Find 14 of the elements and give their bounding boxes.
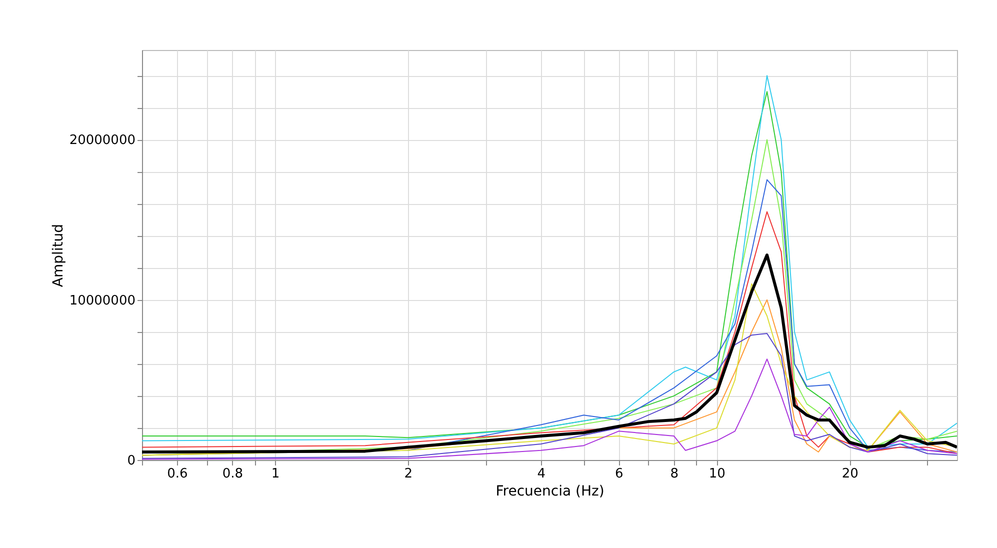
y-axis-title: Amplitud [50,224,66,288]
y-tick-label: 0 [127,454,136,468]
x-tick-label: 0.6 [167,466,188,482]
x-tick-label: 4 [537,466,546,482]
x-tick-label: 2 [404,466,413,482]
x-tick-label: 6 [615,466,624,482]
x-axis-title: Frecuencia (Hz) [496,484,604,500]
x-tick-label: 0.8 [222,466,244,482]
y-tick-label: 10000000 [69,293,136,308]
x-tick-label: 1 [271,466,280,482]
x-tick-label: 10 [708,466,726,482]
x-tick-label: 20 [842,466,858,482]
y-tick-label: 20000000 [69,133,136,148]
x-tick-label: 8 [670,466,679,482]
